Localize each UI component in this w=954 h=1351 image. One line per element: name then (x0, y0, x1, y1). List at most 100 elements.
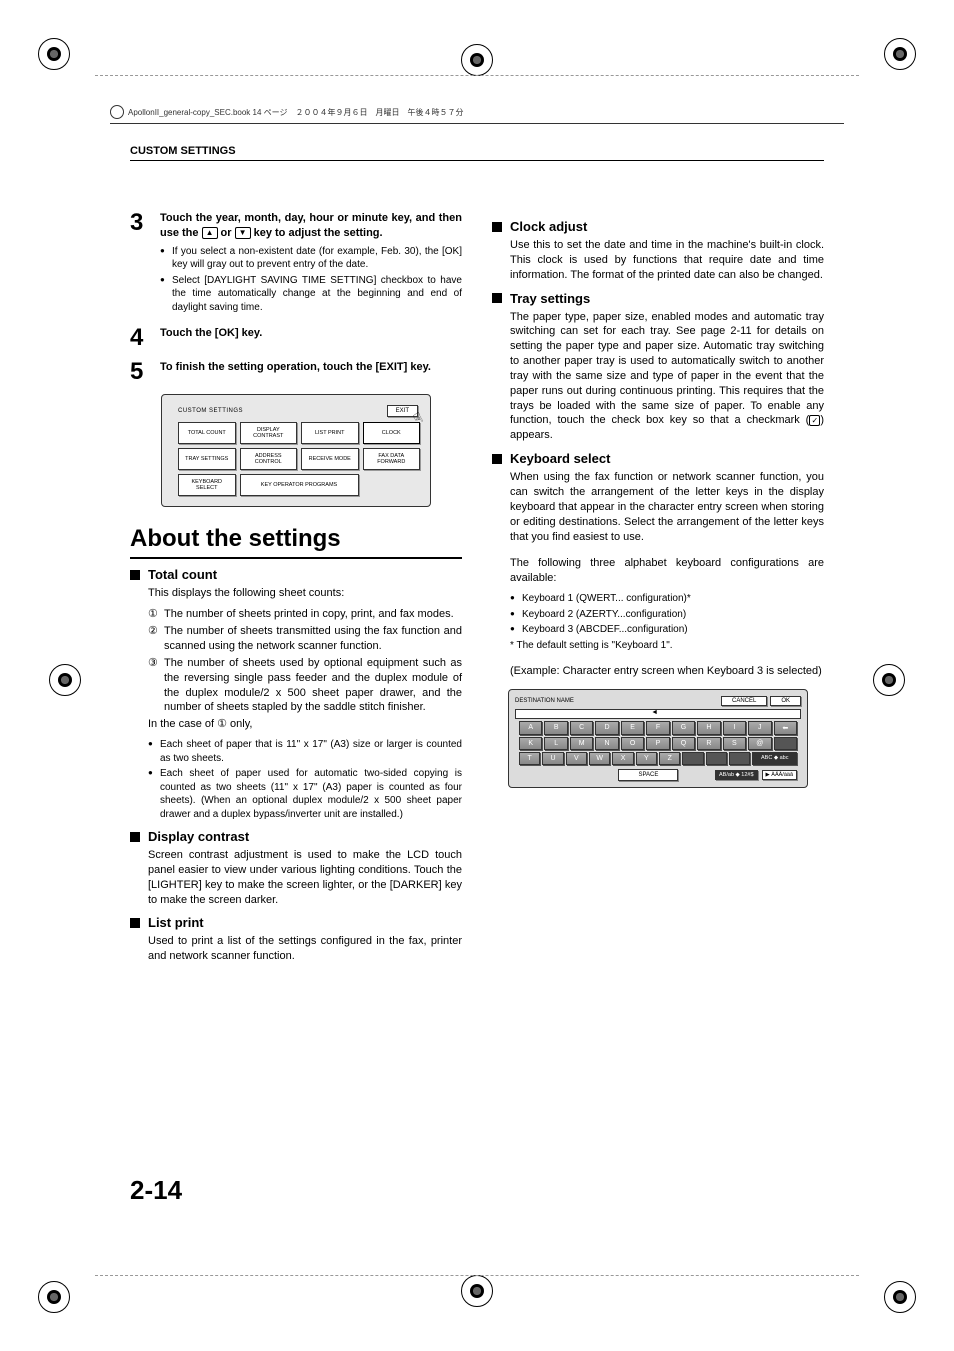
panel-title: CUSTOM SETTINGS (178, 408, 243, 414)
page-content: CUSTOM SETTINGS 3 Touch the year, month,… (130, 145, 824, 1221)
mode-button-2[interactable]: ▶ ÀÄÂ/àäâ (762, 770, 797, 780)
right-column: Clock adjust Use this to set the date an… (492, 211, 824, 970)
keyboard-example: (Example: Character entry screen when Ke… (492, 664, 824, 679)
kbd-key[interactable]: B (544, 721, 567, 735)
step-number: 4 (130, 326, 150, 350)
file-info-text: ApollonII_general-copy_SEC.book 14 ページ ２… (128, 107, 463, 118)
kbd-key[interactable]: D (595, 721, 618, 735)
keyboard-select-button[interactable]: KEYBOARD SELECT (178, 474, 236, 496)
kbd-key[interactable]: Q (672, 737, 695, 750)
clock-adjust-body: Use this to set the date and time in the… (492, 238, 824, 283)
total-count-heading: Total count (130, 567, 462, 582)
step-5: 5 To finish the setting operation, touch… (130, 360, 462, 384)
kbd-key[interactable]: U (542, 752, 563, 765)
total-count-item-3: ③The number of sheets used by optional e… (148, 656, 462, 715)
registration-corner-br (891, 1288, 909, 1306)
kbd-key[interactable]: L (544, 737, 567, 750)
registration-corner-bl (45, 1288, 63, 1306)
kbd-key[interactable]: Z (659, 752, 680, 765)
kbd-key[interactable]: P (646, 737, 669, 750)
tray-settings-heading: Tray settings (492, 291, 824, 306)
keyboard-config-2: Keyboard 2 (AZERTY...configuration) (510, 608, 824, 622)
kbd-key[interactable]: E (621, 721, 644, 735)
display-contrast-button[interactable]: DISPLAY CONTRAST (240, 422, 298, 444)
kbd-key[interactable]: H (697, 721, 720, 735)
display-contrast-heading: Display contrast (130, 829, 462, 844)
step-number: 3 (130, 211, 150, 316)
kbd-key[interactable]: ABC ◆ abc (752, 752, 797, 765)
kbd-key[interactable]: ⬅ (774, 721, 797, 735)
about-settings-heading: About the settings (130, 525, 462, 559)
kbd-key[interactable]: N (595, 737, 618, 750)
registration-mark-bottom (462, 1276, 492, 1306)
kbd-key[interactable] (706, 752, 727, 765)
keyboard-config-3: Keyboard 3 (ABCDEF...configuration) (510, 623, 824, 637)
kbd-key[interactable] (729, 752, 750, 765)
kbd-key[interactable] (682, 752, 703, 765)
keyboard-select-heading: Keyboard select (492, 451, 824, 466)
custom-settings-panel: CUSTOM SETTINGS EXIT ☟ TOTAL COUNT DISPL… (161, 394, 431, 507)
page-number: 2-14 (130, 1175, 182, 1206)
total-count-item-1: ①The number of sheets printed in copy, p… (148, 607, 462, 622)
mode-button-1[interactable]: AB/ab ◆ 12#$ (715, 770, 758, 780)
kbd-input[interactable] (515, 709, 801, 719)
keyboard-config-1: Keyboard 1 (QWERT... configuration)* (510, 592, 824, 606)
receive-mode-button[interactable]: RECEIVE MODE (301, 448, 359, 470)
space-key[interactable]: SPACE (618, 769, 678, 781)
step3-bullet-1: If you select a non-existent date (for e… (160, 245, 462, 272)
kbd-key[interactable]: Y (636, 752, 657, 765)
exit-button[interactable]: EXIT ☟ (387, 405, 418, 417)
tray-settings-button[interactable]: TRAY SETTINGS (178, 448, 236, 470)
total-count-case: In the case of ① only, (130, 717, 462, 732)
kbd-key[interactable]: V (566, 752, 587, 765)
kbd-key[interactable]: J (748, 721, 771, 735)
file-header: ApollonII_general-copy_SEC.book 14 ページ ２… (110, 105, 844, 124)
left-column: 3 Touch the year, month, day, hour or mi… (130, 211, 462, 970)
total-count-sub-2: Each sheet of paper used for automatic t… (148, 767, 462, 821)
kbd-key[interactable]: M (570, 737, 593, 750)
exit-label: EXIT (396, 408, 409, 414)
list-print-heading: List print (130, 915, 462, 930)
kbd-title: DESTINATION NAME (515, 698, 574, 704)
kbd-key[interactable]: X (612, 752, 633, 765)
keyboard-note: * The default setting is "Keyboard 1". (492, 639, 824, 653)
clock-adjust-heading: Clock adjust (492, 219, 824, 234)
display-contrast-body: Screen contrast adjustment is used to ma… (130, 848, 462, 907)
kbd-key[interactable]: A (519, 721, 542, 735)
registration-corner-tl (45, 45, 63, 63)
address-control-button[interactable]: ADDRESS CONTROL (240, 448, 298, 470)
kbd-key[interactable] (774, 737, 797, 750)
total-count-item-2: ②The number of sheets transmitted using … (148, 624, 462, 654)
keyboard-panel: DESTINATION NAME CANCEL OK ABCDEFGHIJ⬅ KL… (508, 689, 808, 788)
kbd-key[interactable]: O (621, 737, 644, 750)
registration-mark-top (462, 45, 492, 75)
kbd-key[interactable]: S (723, 737, 746, 750)
step-3: 3 Touch the year, month, day, hour or mi… (130, 211, 462, 316)
kbd-key[interactable]: W (589, 752, 610, 765)
step-title: To finish the setting operation, touch t… (160, 360, 462, 375)
kbd-key[interactable]: K (519, 737, 542, 750)
list-print-button[interactable]: LIST PRINT (301, 422, 359, 444)
registration-mark-right (874, 665, 904, 695)
kbd-key[interactable]: R (697, 737, 720, 750)
keyboard-select-body1: When using the fax function or network s… (492, 470, 824, 544)
clock-button[interactable]: CLOCK (363, 422, 421, 444)
kbd-key[interactable]: G (672, 721, 695, 735)
fax-data-forward-button[interactable]: FAX DATA FORWARD (363, 448, 421, 470)
kbd-key[interactable]: @ (748, 737, 771, 750)
step-4: 4 Touch the [OK] key. (130, 326, 462, 350)
ok-button[interactable]: OK (770, 696, 801, 706)
step-number: 5 (130, 360, 150, 384)
step-title: Touch the [OK] key. (160, 326, 462, 341)
kbd-key[interactable]: F (646, 721, 669, 735)
key-operator-programs-button[interactable]: KEY OPERATOR PROGRAMS (240, 474, 359, 496)
cancel-button[interactable]: CANCEL (721, 696, 767, 706)
total-count-button[interactable]: TOTAL COUNT (178, 422, 236, 444)
kbd-key[interactable]: I (723, 721, 746, 735)
kbd-key[interactable]: T (519, 752, 540, 765)
total-count-intro: This displays the following sheet counts… (130, 586, 462, 601)
kbd-key[interactable]: C (570, 721, 593, 735)
section-header: CUSTOM SETTINGS (130, 145, 824, 161)
registration-mark-left (50, 665, 80, 695)
header-mark-icon (110, 105, 124, 119)
